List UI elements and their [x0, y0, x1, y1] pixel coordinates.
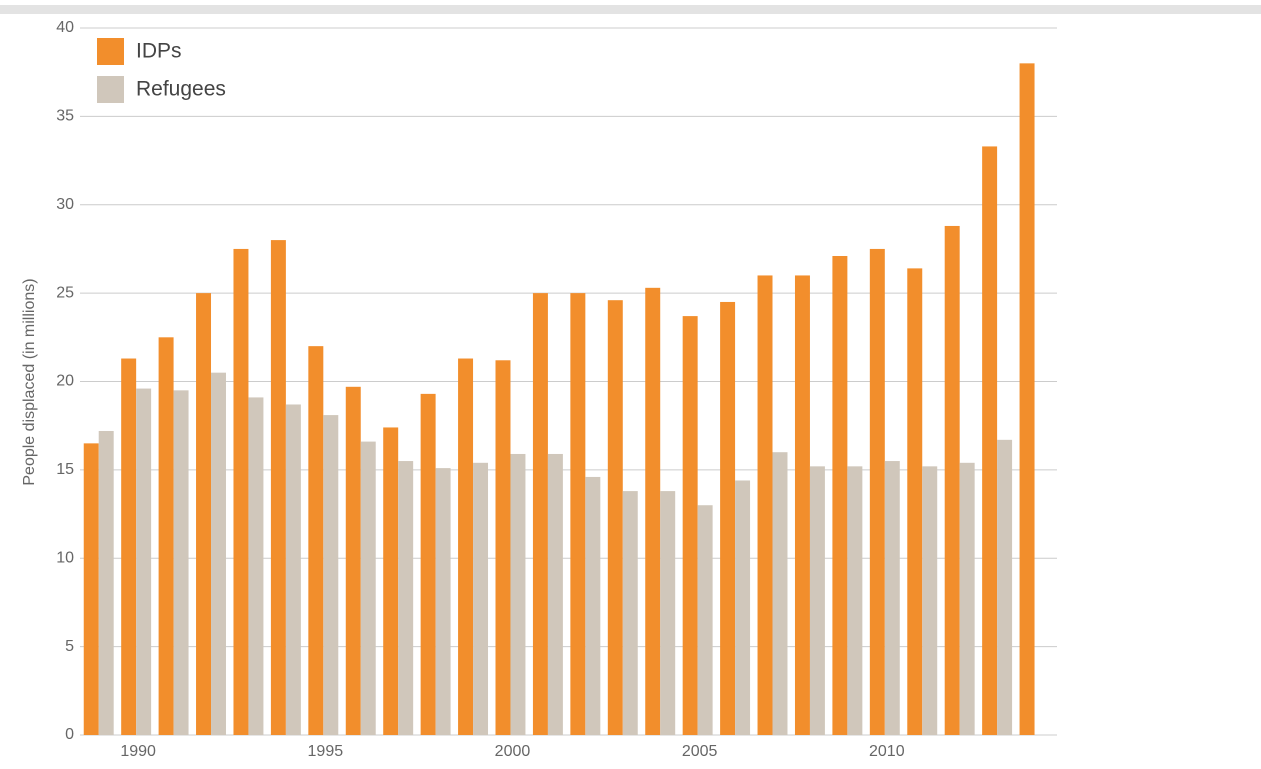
legend-swatch — [97, 38, 124, 65]
bar — [869, 248, 885, 735]
x-tick-label: 1990 — [120, 743, 156, 760]
bar — [922, 466, 938, 735]
bar — [495, 360, 511, 735]
bar — [121, 358, 137, 735]
bar — [398, 461, 414, 735]
y-tick-label: 40 — [56, 19, 74, 36]
bar — [547, 453, 563, 735]
legend-label: Refugees — [136, 78, 226, 101]
bar — [345, 386, 361, 735]
bar — [136, 388, 152, 735]
y-axis-label: People displaced (in millions) — [21, 278, 38, 485]
bar — [510, 453, 526, 735]
bar — [735, 480, 751, 735]
y-tick-label: 30 — [56, 196, 74, 213]
x-tick-label: 2010 — [869, 743, 905, 760]
bar — [323, 415, 339, 735]
bar — [196, 293, 212, 735]
bar — [1019, 63, 1035, 736]
bar — [585, 476, 601, 735]
bar — [435, 468, 451, 735]
y-tick-label: 5 — [65, 638, 74, 655]
bar — [308, 346, 324, 735]
bar — [83, 443, 99, 735]
bar — [757, 275, 773, 735]
y-tick-label: 35 — [56, 108, 74, 125]
bar — [809, 466, 825, 735]
bar — [360, 441, 376, 735]
bar — [645, 287, 661, 735]
bar — [570, 293, 586, 735]
bar — [233, 248, 249, 735]
bar — [270, 240, 286, 735]
bar — [682, 316, 698, 735]
x-tick-label: 2005 — [682, 743, 718, 760]
bar — [173, 390, 189, 735]
bar — [211, 372, 226, 735]
bar — [959, 462, 975, 735]
bar — [772, 452, 788, 735]
x-tick-label: 2000 — [495, 743, 531, 760]
legend-label: IDPs — [136, 40, 182, 63]
bar — [458, 358, 474, 735]
bar — [660, 491, 676, 735]
x-tick-label: 1995 — [308, 743, 344, 760]
y-tick-label: 20 — [56, 373, 74, 390]
bar — [720, 301, 736, 735]
bar — [248, 397, 264, 735]
top-bar — [0, 5, 1261, 14]
bar — [944, 225, 960, 735]
bar — [997, 439, 1013, 735]
bar — [383, 427, 399, 735]
y-tick-label: 15 — [56, 461, 74, 478]
bar — [794, 275, 810, 735]
y-tick-label: 25 — [56, 284, 74, 301]
bar — [473, 462, 489, 735]
bar — [832, 256, 848, 735]
y-tick-label: 0 — [65, 726, 74, 743]
legend-swatch — [97, 76, 124, 103]
bar — [285, 404, 301, 735]
bar — [607, 300, 623, 735]
bar — [622, 491, 638, 735]
bar — [907, 268, 923, 735]
bar — [158, 337, 174, 735]
bar — [697, 505, 713, 735]
bar — [847, 466, 863, 735]
bar — [982, 146, 998, 736]
bar — [98, 430, 114, 735]
bar — [884, 461, 900, 735]
bar — [420, 393, 436, 735]
y-tick-label: 10 — [56, 549, 74, 566]
bar — [532, 293, 548, 735]
